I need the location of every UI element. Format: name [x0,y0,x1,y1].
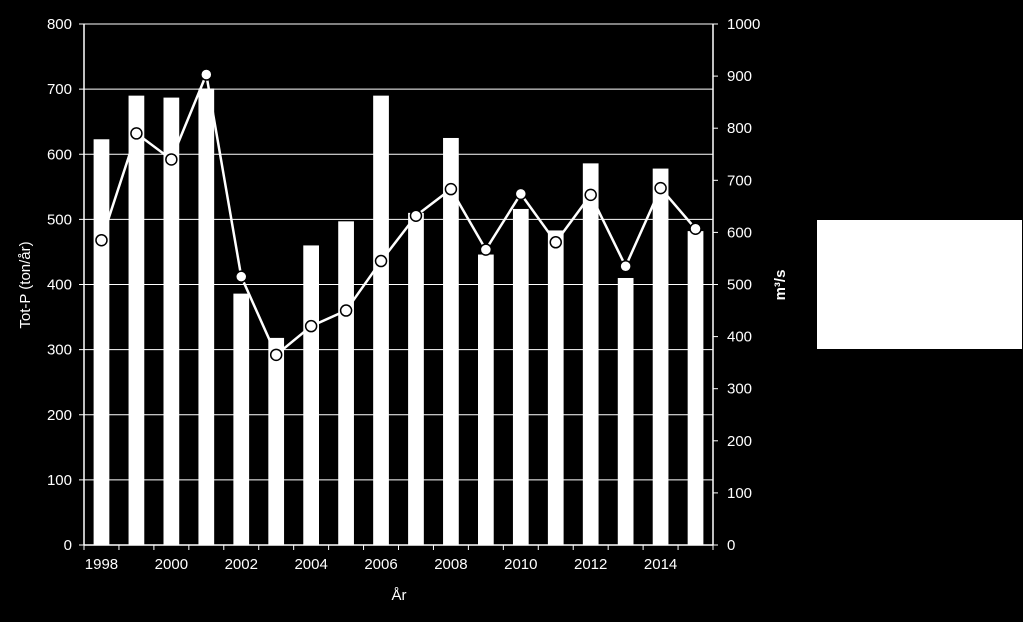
line-point-2003 [269,348,283,362]
left-tick-label: 600 [47,146,72,163]
left-tick-label: 800 [47,16,72,33]
line-point-2000 [165,153,178,166]
right-tick-label: 900 [727,68,752,85]
bar-1999 [128,95,145,545]
line-point-2001 [200,68,213,81]
x-tick-label: 2012 [574,556,607,573]
x-tick-label: 2000 [155,556,188,573]
x-tick-label: 2004 [294,556,327,573]
right-tick-label: 200 [727,433,752,450]
line-point-1999 [130,127,143,140]
bar-2013 [617,277,634,545]
left-tick-label: 500 [47,211,72,228]
legend-box [817,220,1022,349]
bar-2002 [233,293,250,545]
line-point-2009 [479,243,493,256]
right-tick-label: 300 [727,381,752,398]
x-tick-label: 1998 [85,556,118,573]
bar-2010 [512,208,529,545]
x-tick-label: 2010 [504,556,537,573]
line-point-2015 [689,222,702,236]
bar-2009 [477,254,494,546]
left-tick-label: 400 [47,277,72,294]
left-y-axis-label: Tot-P (ton/år) [17,241,34,328]
gridlines [84,23,713,481]
right-tick-label: 600 [727,224,752,241]
right-tick-label: 0 [727,537,735,554]
bar-2014 [652,168,669,545]
line-point-2012 [584,188,597,202]
bar-2007 [408,212,424,546]
line-point-2013 [619,260,632,273]
left-tick-label: 200 [47,407,72,424]
x-tick-label: 2002 [225,556,258,573]
bar-2005 [338,221,354,546]
bar-2008 [443,137,459,545]
line-path [100,70,697,357]
x-tick-label: 2006 [364,556,397,573]
bar-2001 [198,88,215,545]
line-point-2014 [654,181,667,195]
line-point-2005 [339,304,353,317]
line-point-2007 [409,209,423,222]
bar-2015 [687,231,704,545]
bar-2011 [547,230,564,546]
line-point-2004 [304,319,318,333]
x-axis-label: År [392,587,407,604]
left-y-ticks: 0 100 200 300 400 500 600 700 800 [47,16,84,554]
right-tick-label: 1000 [727,16,760,33]
right-tick-label: 500 [727,277,752,294]
bar-2012 [582,163,599,545]
bar-2004 [303,245,320,546]
line-point-2011 [549,236,562,249]
right-tick-label: 100 [727,485,752,502]
bar-2006 [373,95,389,545]
line-point-2006 [374,254,388,268]
bar-series [93,88,704,546]
x-tick-label: 2008 [434,556,467,573]
x-tick-label: 2014 [644,556,677,573]
left-tick-label: 100 [47,472,72,489]
right-tick-label: 800 [727,120,752,137]
bar-2003 [268,337,285,545]
left-tick-label: 700 [47,81,72,98]
right-tick-label: 700 [727,172,752,189]
bar-1998 [93,139,110,546]
line-series [95,68,702,362]
right-y-axis-label: m³/s [772,270,789,301]
line-point-2010 [514,187,528,201]
right-y-ticks: 0 100 200 300 400 500 600 700 800 900 1000 [713,16,760,554]
line-point-2008 [444,182,458,196]
x-ticks: 1998 2000 2002 2004 2006 2008 2010 2012 2014 [83,545,714,573]
right-tick-label: 400 [727,329,752,346]
line-point-1998 [95,233,108,247]
line-point-2002 [235,270,248,283]
left-tick-label: 300 [47,342,72,359]
bar-2000 [163,97,180,545]
left-tick-label: 0 [64,537,72,554]
